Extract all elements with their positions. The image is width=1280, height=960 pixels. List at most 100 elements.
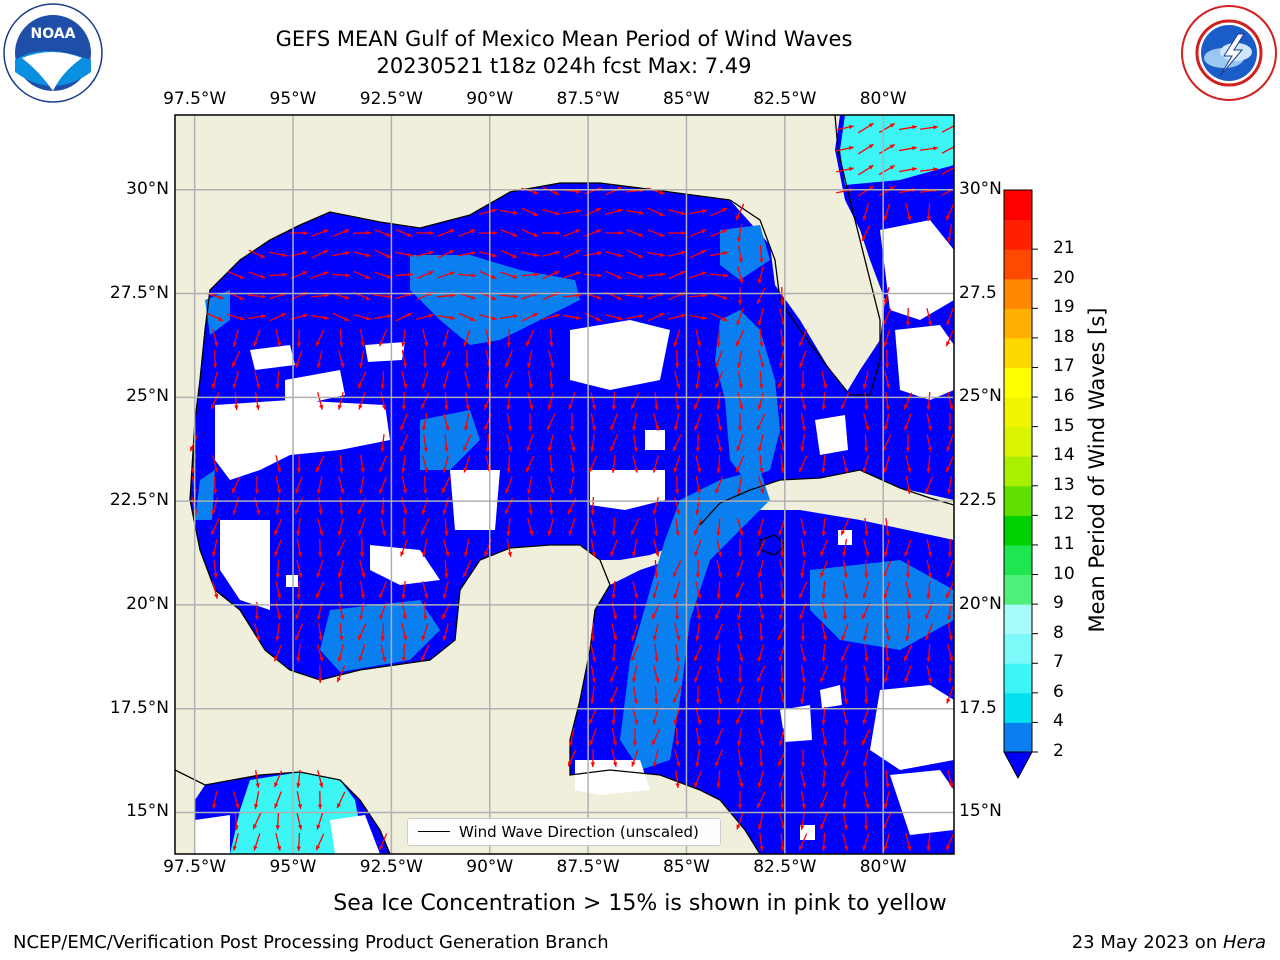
wave-direction-arrow: [675, 643, 680, 663]
wave-direction-arrow: [589, 728, 597, 746]
wave-direction-arrow: [631, 749, 639, 767]
wave-direction-arrow: [672, 560, 682, 578]
wave-direction-arrow: [296, 791, 303, 809]
wave-direction-arrow: [632, 707, 639, 725]
lat-tick-label: 22.5: [959, 490, 997, 511]
wave-direction-arrow: [800, 748, 806, 768]
wave-direction-arrow: [358, 644, 366, 662]
wave-direction-arrow: [485, 370, 490, 390]
wave-direction-arrow: [737, 664, 743, 684]
wave-direction-arrow: [654, 517, 659, 537]
wave-direction-arrow: [800, 686, 806, 704]
wave-direction-arrow: [864, 517, 869, 537]
wave-direction-arrow: [605, 314, 623, 321]
wave-direction-arrow: [295, 476, 303, 494]
wave-direction-arrow: [610, 665, 618, 683]
wave-direction-arrow: [275, 559, 280, 579]
wave-direction-arrow: [296, 769, 301, 789]
wave-direction-arrow: [336, 791, 346, 809]
wave-direction-arrow: [444, 559, 449, 579]
wave-direction-arrow: [883, 413, 890, 431]
wave-direction-arrow: [919, 167, 939, 172]
wave-direction-arrow: [668, 270, 686, 280]
wave-direction-arrow: [275, 455, 282, 473]
wave-direction-arrow: [780, 580, 785, 600]
wave-direction-arrow: [421, 371, 429, 389]
wave-direction-arrow: [590, 392, 597, 410]
wave-direction-arrow: [444, 517, 449, 537]
wave-direction-arrow: [878, 185, 896, 197]
wave-direction-arrow: [674, 623, 681, 641]
lon-tick-label: 95°W: [269, 89, 317, 109]
wave-direction-arrow: [357, 371, 367, 389]
wave-direction-arrow: [254, 475, 260, 495]
wave-direction-arrow: [714, 371, 724, 389]
wave-direction-arrow: [611, 749, 618, 767]
wave-direction-arrow: [380, 370, 385, 390]
lat-tick-label: 20°N: [959, 593, 1002, 614]
wave-direction-arrow: [695, 350, 701, 368]
wave-direction-arrow: [800, 518, 807, 536]
wave-direction-arrow: [590, 496, 595, 516]
colorbar-swatch: [1004, 397, 1032, 428]
wave-direction-arrow: [694, 665, 702, 683]
wave-direction-arrow: [885, 391, 890, 411]
wave-direction-arrow: [626, 271, 644, 279]
wave-direction-arrow: [442, 497, 449, 515]
wave-direction-arrow: [861, 728, 871, 746]
wave-direction-arrow: [254, 371, 261, 389]
lon-tick-label: 82.5°W: [753, 89, 817, 109]
wave-direction-arrow: [862, 707, 870, 725]
wave-direction-arrow: [339, 580, 344, 600]
wave-direction-arrow: [905, 433, 911, 453]
wave-direction-arrow: [590, 413, 596, 431]
wave-direction-arrow: [274, 791, 282, 809]
wave-direction-arrow: [759, 706, 764, 726]
wave-direction-arrow: [819, 665, 829, 683]
wave-direction-arrow: [542, 186, 560, 196]
wave-direction-arrow: [653, 413, 660, 431]
wave-direction-arrow: [667, 230, 687, 236]
wave-direction-arrow: [926, 391, 931, 411]
wave-direction-arrow: [353, 313, 371, 321]
wave-direction-arrow: [652, 455, 660, 473]
wave-direction-arrow: [714, 623, 724, 641]
colorbar-swatch: [1004, 190, 1032, 221]
wave-direction-arrow: [672, 686, 682, 704]
wave-direction-arrow: [337, 518, 344, 536]
colorbar-tick-label: 9: [1053, 593, 1064, 614]
colorbar-tick-label: 16: [1053, 386, 1075, 407]
wave-direction-arrow: [836, 145, 854, 152]
wave-direction-arrow: [737, 644, 744, 662]
lat-tick-label: 20°N: [126, 593, 169, 614]
wave-direction-arrow: [546, 413, 556, 431]
wave-direction-arrow: [759, 370, 764, 390]
wave-direction-arrow: [526, 434, 534, 452]
wave-direction-arrow: [632, 665, 638, 683]
wave-direction-arrow: [337, 392, 344, 410]
wave-direction-arrow: [401, 371, 408, 389]
wave-direction-arrow: [416, 313, 434, 320]
legend-label: Wind Wave Direction (unscaled): [459, 823, 699, 841]
wave-direction-arrow: [780, 412, 785, 432]
wave-direction-arrow: [339, 622, 344, 642]
wave-direction-arrow: [693, 644, 703, 662]
wave-direction-arrow: [885, 349, 890, 369]
wave-direction-arrow: [231, 350, 241, 368]
wave-direction-arrow: [568, 518, 576, 536]
wave-direction-arrow: [394, 272, 414, 277]
colorbar-swatch: [1004, 692, 1032, 723]
wave-direction-arrow: [423, 433, 428, 453]
wave-direction-arrow: [317, 790, 323, 810]
wave-direction-arrow: [710, 312, 728, 322]
wave-direction-arrow: [735, 203, 745, 221]
wave-direction-arrow: [820, 812, 828, 830]
wave-direction-arrow: [296, 454, 302, 474]
wave-direction-arrow: [478, 230, 498, 236]
lat-tick-label: 22.5°N: [109, 490, 169, 511]
wave-direction-arrow: [206, 312, 224, 322]
wave-direction-arrow: [549, 496, 554, 516]
wave-direction-arrow: [757, 812, 764, 830]
colorbar-swatch: [1004, 604, 1032, 635]
wave-direction-arrow: [674, 497, 681, 515]
